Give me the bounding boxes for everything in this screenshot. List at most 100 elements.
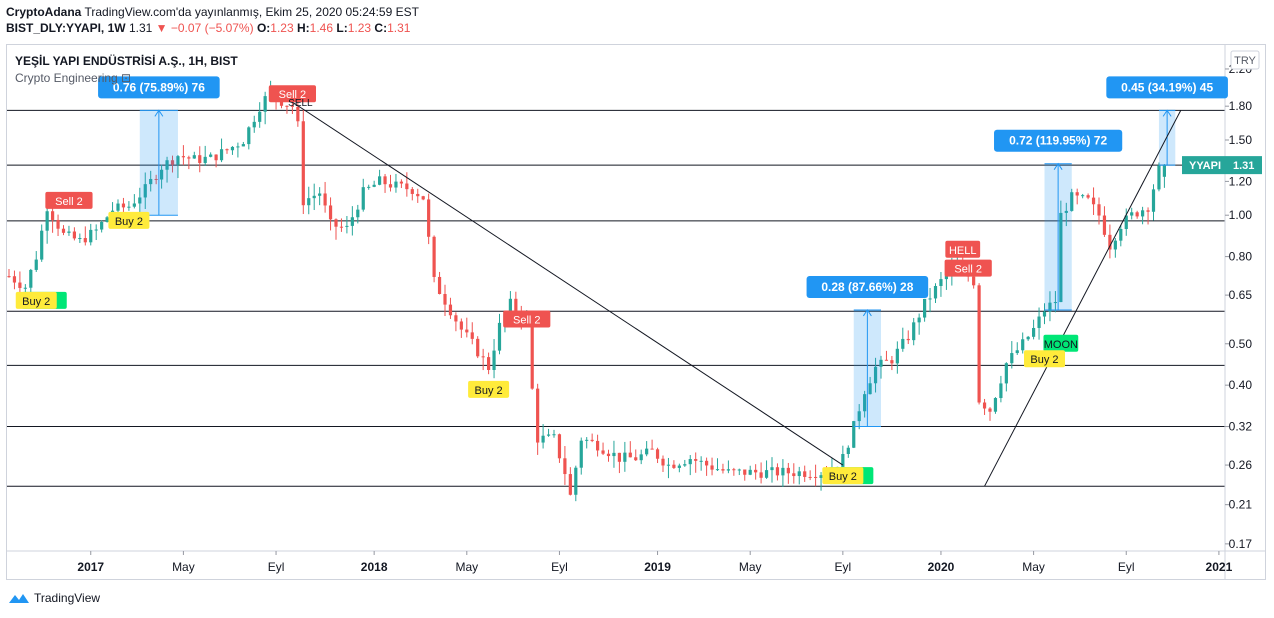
candle-body — [1130, 212, 1134, 216]
x-tick-label: 2021 — [1206, 560, 1233, 574]
signal-badge — [503, 310, 551, 328]
candle-body — [149, 178, 153, 185]
candle-body — [568, 474, 572, 495]
candle-body — [1162, 165, 1166, 177]
candle-body — [1042, 311, 1047, 317]
brand-name[interactable]: TradingView — [34, 591, 101, 605]
candle-body — [803, 471, 807, 477]
publish-line: CryptoAdana TradingView.com'da yayınlanm… — [6, 4, 419, 20]
candle-body — [105, 217, 109, 222]
candle-body — [786, 467, 790, 474]
candle-body — [726, 469, 730, 471]
y-tick-label: 1.80 — [1229, 99, 1253, 113]
candle-body — [895, 348, 899, 364]
candle-body — [541, 435, 545, 443]
candle-body — [383, 176, 387, 185]
candle-body — [1048, 302, 1052, 312]
publisher-name[interactable]: CryptoAdana — [6, 5, 82, 19]
candle-body — [694, 459, 698, 461]
last-price: 1.31 — [128, 21, 153, 35]
candle-body — [901, 338, 905, 349]
measure-label: 0.76 (75.89%) 76 — [113, 80, 205, 94]
signal-label: Sell 2 — [279, 89, 307, 101]
signal-label: Buy 2 — [475, 385, 503, 397]
candle-body — [192, 155, 196, 159]
high-value: 1.46 — [309, 21, 334, 35]
y-tick-label: 0.80 — [1229, 250, 1253, 264]
high-label: H: — [297, 21, 310, 35]
candle-body — [1097, 204, 1101, 216]
horizontal-levels — [7, 109, 1225, 487]
candle-body — [557, 434, 562, 459]
candle-body — [443, 293, 447, 305]
candle-body — [1081, 195, 1085, 197]
y-tick-label: 0.17 — [1229, 537, 1253, 551]
measure-arrow-head — [862, 309, 872, 317]
candle-body — [1026, 336, 1030, 340]
signal-badge — [1043, 334, 1079, 352]
candle-body — [181, 156, 185, 158]
candle-body — [1113, 240, 1117, 250]
candle-body — [585, 439, 589, 441]
footer: TradingView — [8, 591, 100, 605]
candle-body — [857, 411, 861, 422]
candle-body — [421, 196, 425, 200]
candle-body — [677, 465, 681, 468]
x-tick-label: May — [172, 560, 195, 574]
y-tick-label: 1.20 — [1229, 174, 1253, 188]
candle-body — [487, 357, 491, 370]
candle-body — [247, 127, 251, 145]
candle-body — [165, 160, 169, 170]
tradingview-logo-icon — [9, 594, 29, 603]
price-axis: 2.201.801.501.201.000.800.650.500.400.32… — [1225, 62, 1252, 551]
candle-body — [94, 229, 98, 231]
legend-title: YEŞİL YAPI ENDÜSTRİSİ A.Ş., 1H, BIST — [15, 53, 238, 68]
candle-body — [912, 322, 916, 341]
candle-body — [999, 383, 1003, 399]
candle-body — [230, 146, 235, 151]
candle-body — [12, 276, 17, 283]
candle-body — [868, 383, 872, 395]
candle-body — [906, 338, 910, 341]
y-tick-label: 0.65 — [1229, 288, 1253, 302]
trendlines — [292, 101, 1182, 487]
currency-button[interactable] — [1230, 50, 1260, 70]
candle-body — [1075, 192, 1079, 196]
price-chart[interactable]: 0.76 (75.89%) 76 0.28 (87.66%) 28 0.72 (11… — [7, 45, 1265, 579]
close-label: C: — [374, 21, 388, 35]
candle-body — [34, 259, 38, 270]
close-value: 1.31 — [387, 21, 411, 35]
candle-body — [977, 285, 981, 403]
candle-body — [394, 181, 398, 188]
candle-body — [841, 454, 845, 467]
candle-body — [1124, 215, 1128, 229]
candle-body — [345, 225, 349, 227]
candle-body — [219, 149, 224, 161]
candle-body — [770, 467, 774, 471]
signal-label: Buy 2 — [115, 216, 143, 228]
candle-body — [1004, 363, 1008, 384]
tag-symbol: YYAPI — [1189, 160, 1221, 172]
signal-ghost: SELL — [288, 98, 313, 109]
candle-body — [705, 460, 709, 466]
candle-body — [982, 402, 987, 409]
candle-body — [312, 195, 316, 199]
candle-body — [132, 203, 136, 207]
x-tick-label: 2018 — [361, 560, 388, 574]
low-value: 1.23 — [347, 21, 372, 35]
candle-body — [334, 219, 338, 227]
signal-label: Sell 2 — [55, 196, 83, 208]
y-tick-label: 0.21 — [1229, 498, 1253, 512]
signal-badge — [1024, 350, 1065, 368]
candle-body — [459, 321, 463, 330]
signal-label: MOON — [1044, 339, 1078, 351]
x-tick-label: Eyl — [1118, 560, 1135, 574]
candle-body — [388, 184, 393, 188]
candle-body — [51, 211, 55, 220]
chart-frame[interactable]: 0.76 (75.89%) 76 0.28 (87.66%) 28 0.72 (11… — [6, 44, 1266, 580]
candle-body — [1135, 212, 1139, 217]
measure-label: 0.45 (34.19%) 45 — [1121, 80, 1213, 94]
candle-body — [884, 359, 889, 361]
indicator-label[interactable]: Crypto Engineering ⊡ — [15, 71, 131, 85]
candle-body — [176, 156, 180, 165]
